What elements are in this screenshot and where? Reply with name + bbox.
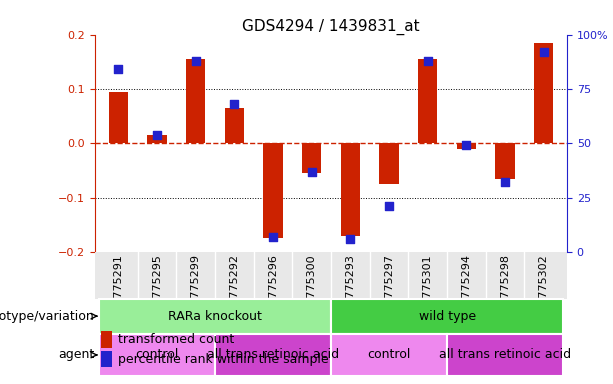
Text: GSM775298: GSM775298	[500, 254, 510, 323]
Bar	[457, 143, 476, 149]
Text: wild type: wild type	[419, 310, 476, 323]
Text: GSM775296: GSM775296	[268, 254, 278, 322]
Bar	[99, 334, 215, 376]
Text: RARa knockout: RARa knockout	[168, 310, 262, 323]
Text: all trans retinoic acid: all trans retinoic acid	[207, 348, 339, 361]
Bar	[418, 59, 438, 143]
Text: GSM775302: GSM775302	[539, 254, 549, 322]
Bar	[447, 334, 563, 376]
Bar	[147, 135, 167, 143]
Bar	[379, 143, 398, 184]
Text: GSM775301: GSM775301	[423, 254, 433, 322]
Point	[500, 179, 510, 185]
Bar	[534, 43, 554, 143]
Title: GDS4294 / 1439831_at: GDS4294 / 1439831_at	[242, 18, 420, 35]
Point	[462, 142, 471, 149]
Text: GSM775299: GSM775299	[191, 254, 200, 323]
Text: all trans retinoic acid: all trans retinoic acid	[439, 348, 571, 361]
Bar	[215, 334, 331, 376]
Text: GSM775292: GSM775292	[229, 254, 239, 323]
Text: genotype/variation: genotype/variation	[0, 310, 94, 323]
Text: transformed count: transformed count	[118, 333, 235, 346]
Text: GSM775295: GSM775295	[152, 254, 162, 322]
Point	[113, 66, 123, 73]
Point	[539, 49, 549, 55]
Bar	[331, 299, 563, 334]
Bar	[331, 334, 447, 376]
Text: GSM775297: GSM775297	[384, 254, 394, 323]
Point	[152, 132, 162, 138]
Point	[191, 58, 200, 64]
Text: GSM775294: GSM775294	[462, 254, 471, 323]
Point	[306, 169, 316, 175]
Point	[346, 236, 356, 242]
Bar	[99, 299, 331, 334]
Text: percentile rank within the sample: percentile rank within the sample	[118, 353, 329, 366]
Text: GSM775291: GSM775291	[113, 254, 123, 322]
Bar	[302, 143, 321, 173]
Text: control: control	[135, 348, 178, 361]
Bar	[341, 143, 360, 236]
Bar	[495, 143, 515, 179]
Point	[229, 101, 239, 107]
Text: GSM775300: GSM775300	[306, 254, 317, 322]
Point	[384, 203, 394, 209]
Text: GSM775293: GSM775293	[345, 254, 356, 322]
Bar	[264, 143, 283, 238]
Bar	[224, 108, 244, 143]
Bar	[186, 59, 205, 143]
Point	[423, 58, 433, 64]
Point	[268, 234, 278, 240]
Text: control: control	[367, 348, 411, 361]
Bar	[109, 92, 128, 143]
Text: agent: agent	[58, 348, 94, 361]
